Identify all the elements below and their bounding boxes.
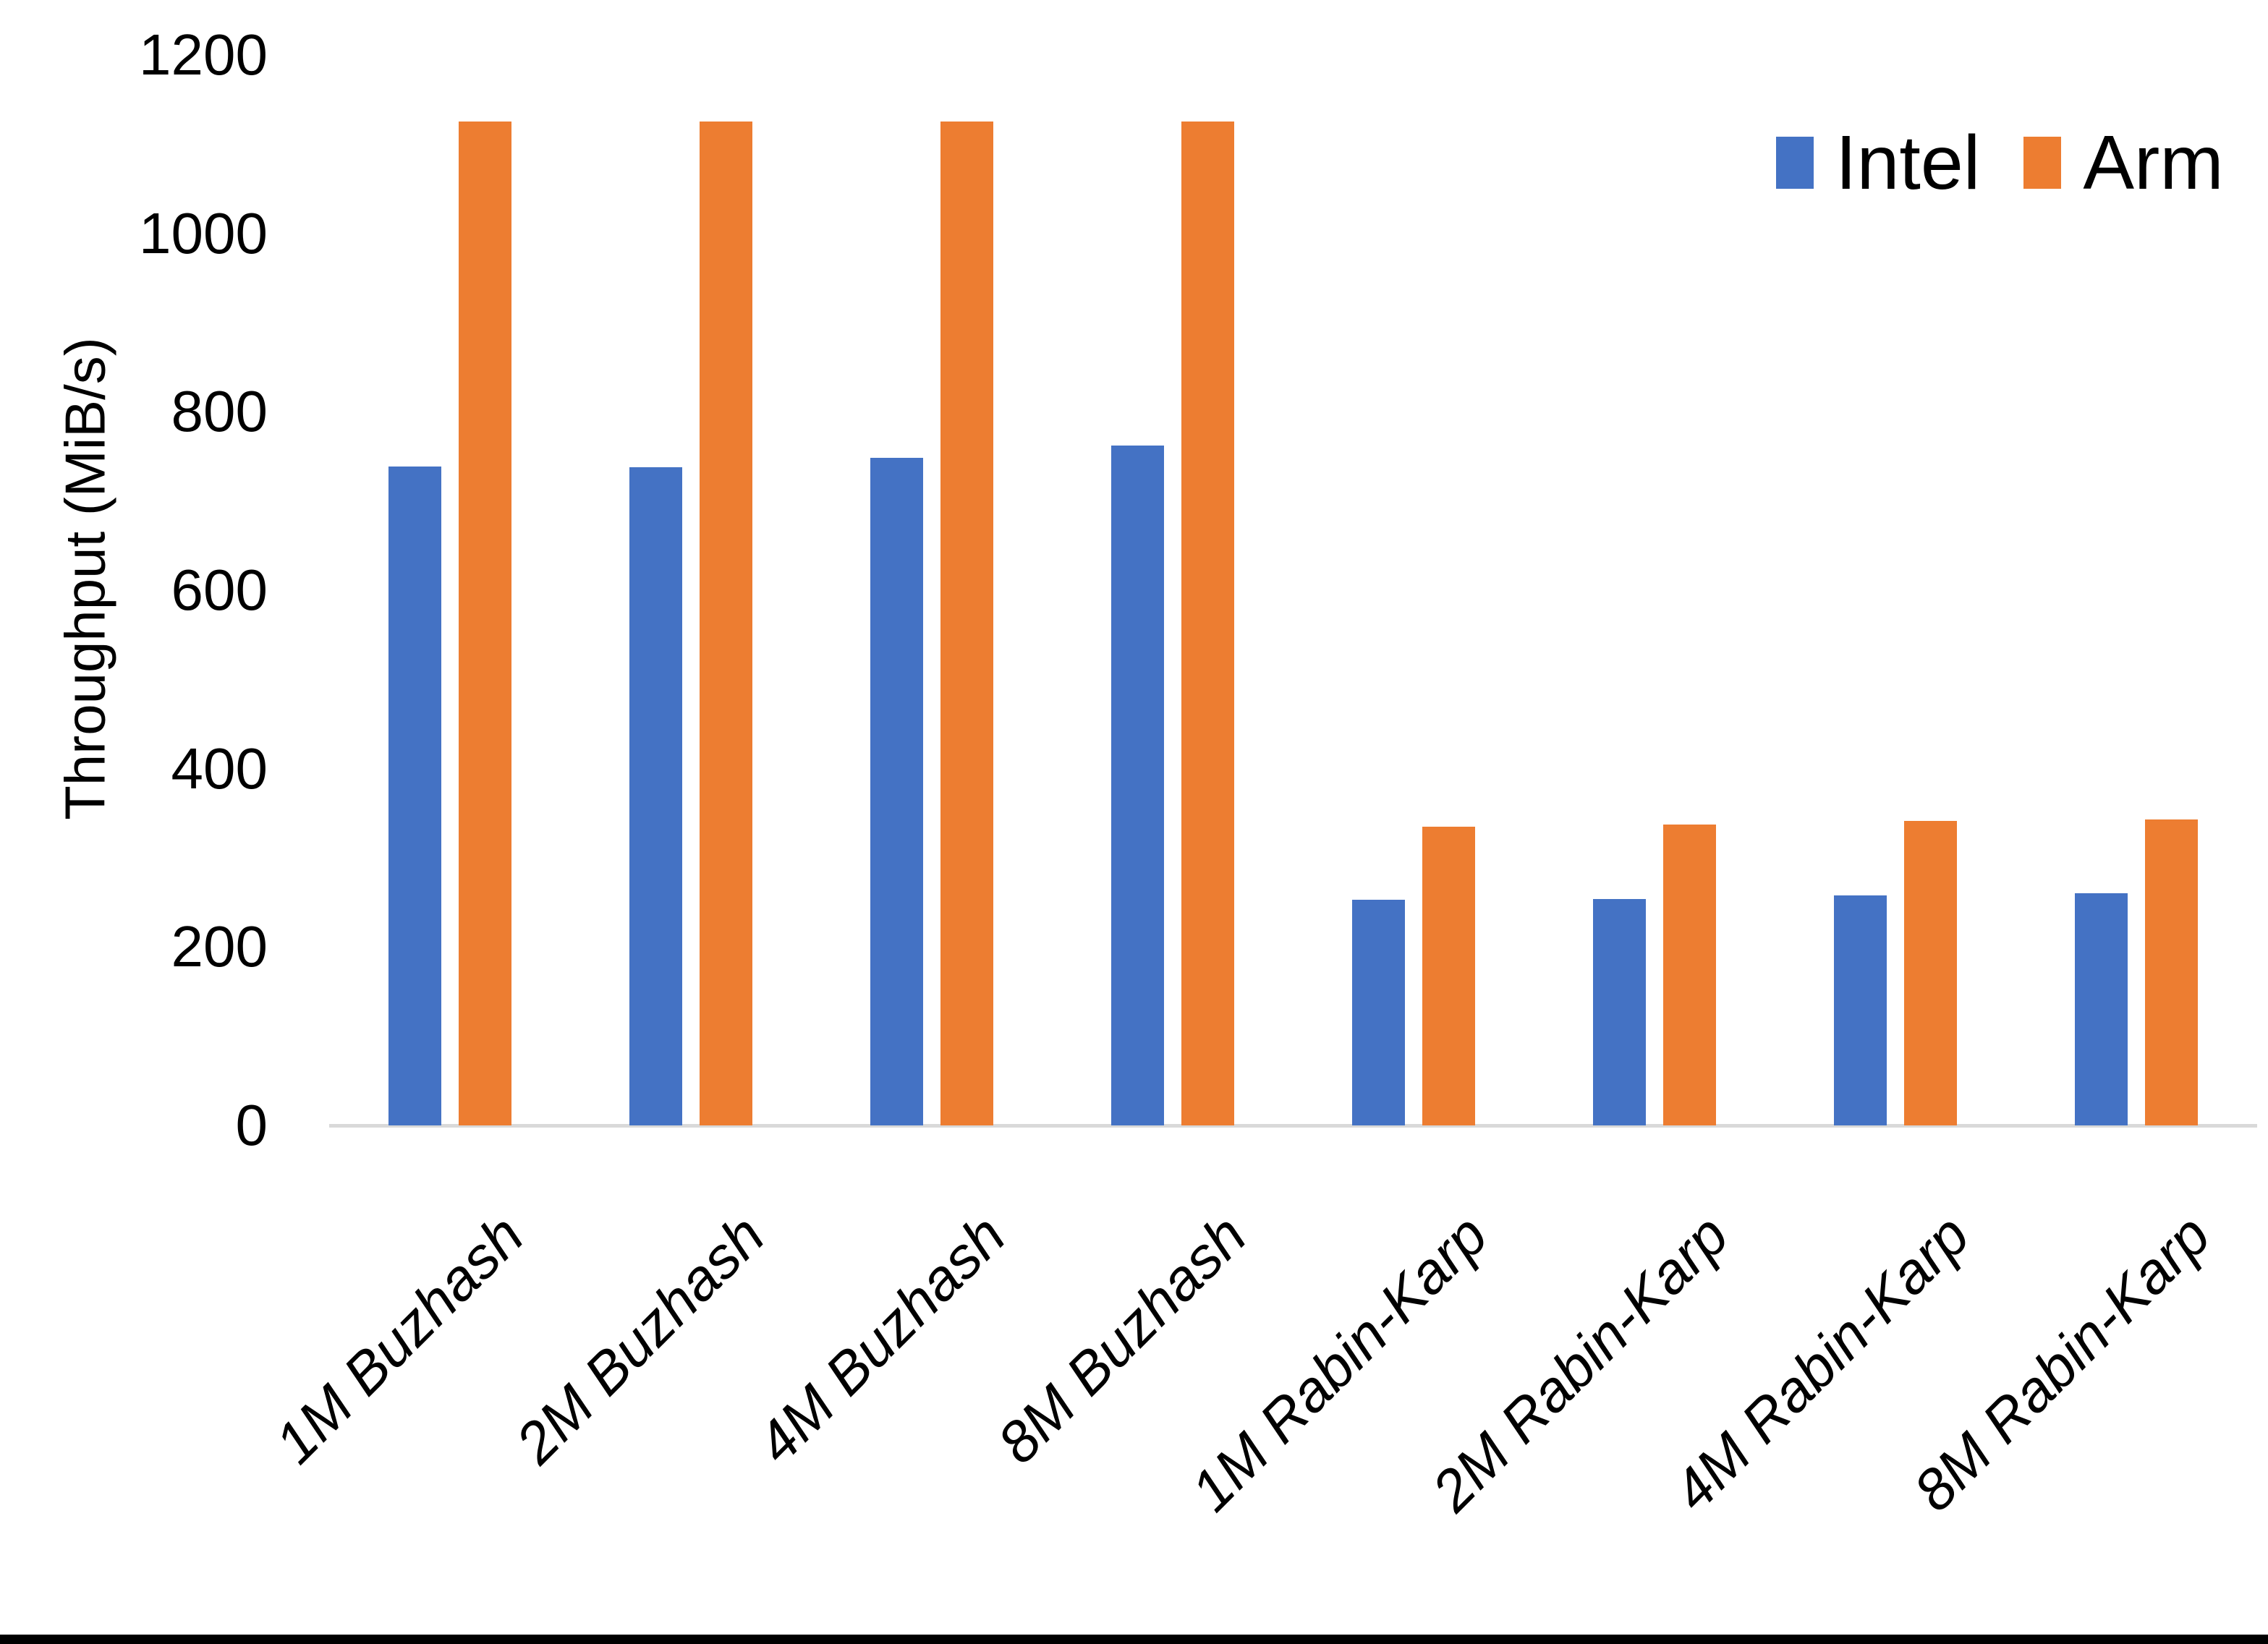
x-label-4m-rabin-karp: 4M Rabin-Karp [1660, 1202, 1982, 1524]
plot-area [329, 55, 2257, 1128]
y-tick-label-600: 600 [171, 558, 268, 622]
y-tick-label-200: 200 [171, 914, 268, 979]
y-tick-label-1200: 1200 [139, 22, 268, 87]
bar-arm-4m-rabin-karp [1904, 821, 1957, 1125]
x-label-1m-rabin-karp: 1M Rabin-Karp [1178, 1202, 1500, 1524]
bar-intel-1m-buzhash [388, 467, 441, 1125]
intel-legend-label: Intel [1835, 120, 1981, 205]
x-label-2m-rabin-karp: 2M Rabin-Karp [1419, 1202, 1741, 1524]
y-tick-label-0: 0 [235, 1093, 268, 1157]
y-tick-label-400: 400 [171, 736, 268, 801]
x-label-8m-buzhash: 8M Buzhash [985, 1202, 1259, 1476]
y-tick-label-800: 800 [171, 379, 268, 443]
y-axis-tick-labels: 0 200 400 600 800 1000 1200 [0, 0, 268, 1644]
bar-intel-4m-rabin-karp [1834, 895, 1887, 1125]
legend-item-intel: Intel [1776, 124, 1980, 201]
x-label-2m-buzhash: 2M Buzhash [504, 1202, 777, 1476]
legend: Intel Arm [1776, 112, 2224, 213]
x-axis-line [329, 1124, 2257, 1128]
arm-legend-swatch [2023, 137, 2062, 189]
x-label-4m-buzhash: 4M Buzhash [744, 1202, 1018, 1476]
bar-intel-4m-buzhash [870, 458, 923, 1125]
bar-arm-4m-buzhash [940, 122, 993, 1125]
bar-arm-8m-rabin-karp [2145, 819, 2198, 1125]
x-label-1m-buzhash: 1M Buzhash [263, 1202, 536, 1476]
bar-arm-2m-rabin-karp [1663, 825, 1716, 1125]
bar-arm-2m-buzhash [700, 122, 752, 1125]
intel-legend-swatch [1776, 137, 1814, 189]
bar-intel-8m-buzhash [1111, 446, 1164, 1125]
bottom-border-bar [0, 1635, 2268, 1644]
arm-legend-label: Arm [2083, 120, 2224, 205]
bar-intel-8m-rabin-karp [2075, 893, 2128, 1125]
y-tick-label-1000: 1000 [139, 201, 268, 265]
bar-arm-1m-rabin-karp [1422, 827, 1475, 1125]
bar-arm-8m-buzhash [1181, 122, 1234, 1125]
bar-intel-2m-rabin-karp [1593, 899, 1646, 1125]
bar-intel-2m-buzhash [629, 467, 682, 1125]
bar-intel-1m-rabin-karp [1352, 900, 1405, 1125]
x-label-8m-rabin-karp: 8M Rabin-Karp [1901, 1202, 2222, 1524]
bar-arm-1m-buzhash [459, 122, 511, 1125]
legend-item-arm: Arm [2023, 120, 2224, 205]
